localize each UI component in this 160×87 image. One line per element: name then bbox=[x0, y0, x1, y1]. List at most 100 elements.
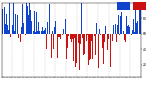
Bar bbox=[14, 31, 15, 34]
Bar bbox=[79, 34, 80, 70]
Bar bbox=[110, 34, 111, 67]
Bar bbox=[32, 18, 33, 34]
Bar bbox=[6, 14, 7, 34]
Bar bbox=[124, 34, 125, 40]
Bar bbox=[11, 15, 12, 34]
Bar bbox=[113, 25, 114, 34]
Bar bbox=[87, 34, 88, 35]
Bar bbox=[35, 32, 36, 34]
Bar bbox=[44, 30, 45, 34]
Bar bbox=[17, 15, 18, 34]
Bar bbox=[27, 6, 28, 34]
Bar bbox=[91, 34, 92, 41]
Bar bbox=[26, 3, 27, 34]
Bar bbox=[25, 34, 26, 35]
Bar bbox=[89, 34, 90, 60]
Bar bbox=[66, 34, 67, 59]
Bar bbox=[118, 15, 119, 34]
Bar bbox=[61, 34, 62, 37]
Bar bbox=[7, 25, 8, 34]
Bar bbox=[22, 4, 23, 34]
Bar bbox=[126, 16, 127, 34]
Bar bbox=[45, 28, 46, 34]
Bar bbox=[9, 3, 10, 34]
Bar bbox=[83, 34, 84, 55]
Bar bbox=[51, 34, 52, 58]
Bar bbox=[55, 21, 56, 34]
Bar bbox=[3, 22, 4, 34]
Bar bbox=[108, 34, 109, 39]
Bar bbox=[121, 12, 122, 34]
Bar bbox=[81, 3, 82, 34]
Bar bbox=[70, 34, 71, 39]
Bar bbox=[20, 34, 21, 42]
Bar bbox=[116, 34, 117, 42]
Bar bbox=[12, 25, 13, 34]
Bar bbox=[33, 31, 34, 34]
Bar bbox=[34, 11, 35, 34]
Bar bbox=[75, 34, 76, 67]
Bar bbox=[64, 34, 65, 40]
Bar bbox=[21, 27, 22, 34]
Bar bbox=[15, 14, 16, 34]
Bar bbox=[28, 15, 29, 34]
Bar bbox=[42, 27, 43, 34]
Bar bbox=[137, 21, 138, 34]
Bar bbox=[24, 26, 25, 34]
Bar bbox=[43, 31, 44, 34]
Bar bbox=[54, 27, 55, 34]
Bar bbox=[132, 30, 133, 34]
Bar bbox=[46, 34, 47, 49]
Bar bbox=[65, 19, 66, 34]
Bar bbox=[139, 3, 140, 34]
Bar bbox=[140, 9, 141, 34]
Bar bbox=[73, 34, 74, 61]
Bar bbox=[136, 23, 137, 34]
Bar bbox=[69, 34, 70, 52]
Bar bbox=[58, 34, 59, 37]
Bar bbox=[107, 34, 108, 50]
Bar bbox=[13, 3, 14, 34]
Bar bbox=[74, 34, 75, 38]
Bar bbox=[19, 24, 20, 34]
Bar bbox=[67, 34, 68, 48]
Bar bbox=[76, 34, 77, 63]
Bar bbox=[82, 34, 83, 37]
Bar bbox=[138, 15, 139, 34]
Bar bbox=[78, 34, 79, 43]
Bar bbox=[133, 19, 134, 34]
Bar bbox=[115, 24, 116, 34]
Bar bbox=[134, 32, 135, 34]
Bar bbox=[5, 24, 6, 34]
Bar bbox=[128, 25, 129, 34]
Bar bbox=[31, 21, 32, 34]
Bar bbox=[60, 34, 61, 39]
Bar bbox=[84, 34, 85, 54]
Bar bbox=[30, 10, 31, 34]
Bar bbox=[39, 31, 40, 34]
Bar bbox=[16, 14, 17, 34]
Bar bbox=[49, 4, 50, 34]
Bar bbox=[57, 34, 58, 58]
Bar bbox=[29, 3, 30, 34]
Bar bbox=[37, 31, 38, 34]
Bar bbox=[48, 34, 49, 54]
Bar bbox=[38, 22, 39, 34]
Bar bbox=[10, 34, 11, 37]
Bar bbox=[123, 31, 124, 34]
Bar bbox=[94, 34, 95, 36]
Bar bbox=[52, 31, 53, 34]
Bar bbox=[99, 29, 100, 34]
Bar bbox=[92, 34, 93, 59]
Bar bbox=[4, 7, 5, 34]
Bar bbox=[102, 34, 103, 48]
Bar bbox=[129, 27, 130, 34]
Bar bbox=[8, 30, 9, 34]
Bar bbox=[86, 34, 87, 41]
Bar bbox=[63, 29, 64, 34]
Bar bbox=[62, 34, 63, 35]
Bar bbox=[47, 22, 48, 34]
Bar bbox=[40, 33, 41, 34]
Bar bbox=[100, 34, 101, 35]
Bar bbox=[59, 34, 60, 37]
